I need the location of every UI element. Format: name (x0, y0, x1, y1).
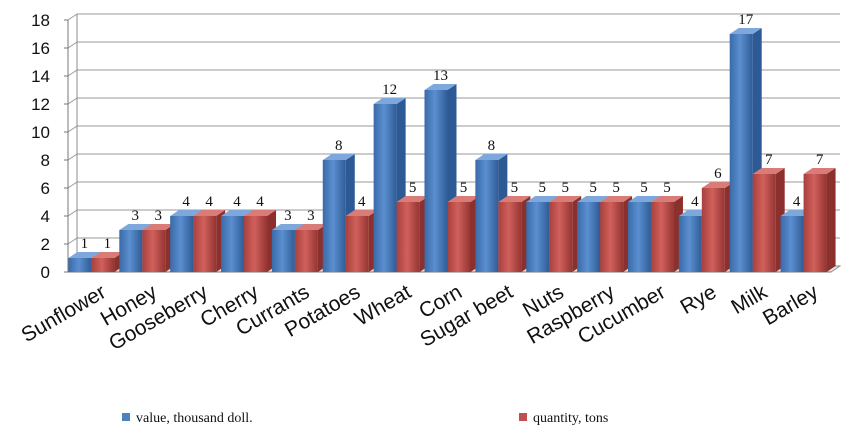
data-label: 7 (765, 152, 773, 168)
category-label: Wheat (351, 280, 415, 330)
bar-quantity-gooseberry (193, 210, 226, 272)
gridline-side (67, 13, 78, 21)
data-label: 4 (233, 194, 241, 210)
bar-quantity-sugar-beet (498, 196, 531, 272)
gridline-side (67, 181, 78, 189)
y-tick-label: 4 (41, 207, 50, 226)
data-label: 4 (793, 194, 801, 210)
y-tick-label: 12 (31, 95, 50, 114)
gridline-side (67, 237, 78, 245)
data-label: 8 (488, 138, 496, 154)
data-label: 7 (816, 152, 824, 168)
data-label: 3 (155, 208, 163, 224)
legend-swatch (122, 413, 130, 421)
bar-quantity-sunflower (91, 252, 124, 272)
data-label: 5 (511, 180, 519, 196)
category-label: Barley (759, 280, 822, 330)
data-label: 6 (714, 166, 722, 182)
data-label: 3 (307, 208, 315, 224)
y-tick-label: 18 (31, 11, 50, 30)
y-tick-label: 2 (41, 235, 50, 254)
data-label: 1 (81, 236, 89, 252)
y-tick-label: 14 (31, 67, 50, 86)
legend-label: quantity, tons (533, 411, 608, 426)
data-label: 5 (640, 180, 648, 196)
legend-swatch (519, 413, 527, 421)
bar-quantity-cucumber (650, 196, 683, 272)
bar-value-corn (424, 84, 457, 272)
legend: value, thousand doll. quantity, tons (122, 411, 608, 426)
data-label: 17 (738, 12, 754, 28)
bar-quantity-nuts (549, 196, 582, 272)
gridline-side (67, 153, 78, 161)
category-labels: SunflowerHoneyGooseberryCherryCurrantsPo… (18, 280, 823, 355)
gridline-side (67, 209, 78, 217)
data-label: 13 (433, 68, 448, 84)
data-label: 5 (460, 180, 468, 196)
bar-quantity-rye (701, 182, 734, 272)
bar-quantity-currants (294, 224, 327, 272)
data-label: 5 (589, 180, 597, 196)
legend-entry: value, thousand doll. (122, 411, 253, 426)
data-label: 8 (335, 138, 343, 154)
data-label: 4 (256, 194, 264, 210)
y-tick-label: 6 (41, 179, 50, 198)
data-label: 5 (409, 180, 417, 196)
bar-quantity-potatoes (345, 210, 378, 272)
y-tick-label: 16 (31, 39, 50, 58)
y-tick-label: 8 (41, 151, 50, 170)
data-label: 3 (132, 208, 140, 224)
category-label: Sunflower (18, 280, 110, 347)
gridline-side (67, 125, 78, 133)
data-label: 1 (104, 236, 112, 252)
data-label: 3 (284, 208, 292, 224)
bars (68, 28, 836, 272)
legend-entry: quantity, tons (519, 411, 608, 426)
category-label: Rye (676, 280, 720, 319)
data-label: 5 (538, 180, 546, 196)
gridline-side (67, 97, 78, 105)
bar-quantity-raspberry (600, 196, 633, 272)
y-tick-label: 10 (31, 123, 50, 142)
data-label: 4 (691, 194, 699, 210)
data-label: 4 (205, 194, 213, 210)
data-label: 12 (382, 82, 397, 98)
bar-quantity-corn (447, 196, 480, 272)
bar-quantity-barley (803, 168, 836, 272)
y-tick-label: 0 (41, 263, 50, 282)
data-label: 4 (182, 194, 190, 210)
data-label: 5 (561, 180, 569, 196)
bar-quantity-honey (142, 224, 175, 272)
data-label: 5 (612, 180, 620, 196)
bar-quantity-cherry (244, 210, 277, 272)
legend-label: value, thousand doll. (136, 411, 253, 426)
data-label: 4 (358, 194, 366, 210)
gridline-side (67, 69, 78, 77)
bar-quantity-wheat (396, 196, 429, 272)
gridline-side (67, 41, 78, 49)
bar-quantity-milk (752, 168, 785, 272)
data-label: 5 (663, 180, 671, 196)
